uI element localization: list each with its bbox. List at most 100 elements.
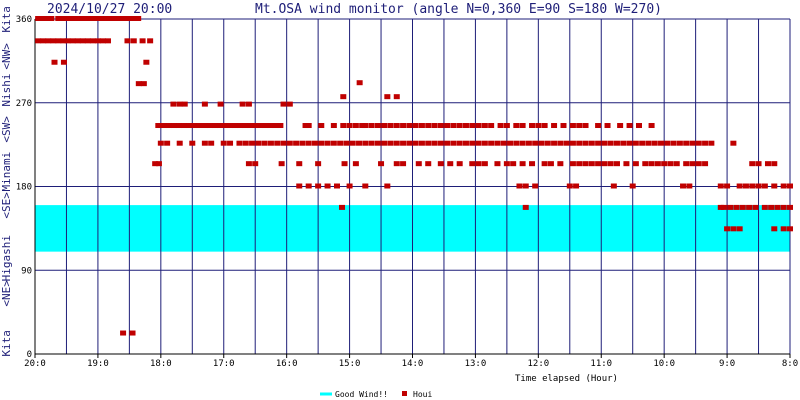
houi-point [749,183,756,189]
houi-point [771,183,778,189]
houi-point [393,94,400,100]
x-tick-label: 8:0 [782,359,798,369]
houi-point [334,183,340,189]
houi-point [274,140,281,146]
chart-datetime: 2024/10/27 20:00 [47,2,172,17]
houi-point [278,161,285,167]
houi-point [356,140,363,146]
x-tick-label: 17:0 [213,359,235,369]
houi-point [305,123,312,129]
houi-point [60,16,67,21]
houi-point [196,123,203,129]
houi-point [787,204,793,210]
houi-point [74,38,81,44]
houi-point [245,161,252,167]
houi-point [339,204,346,210]
houi-point [730,226,737,232]
side-direction-label: Nishi [0,73,13,106]
houi-point [170,101,177,107]
houi-point [272,123,279,129]
houi-point [683,140,690,146]
houi-point [267,123,274,129]
houi-point [43,16,50,21]
houi-point [35,16,42,21]
houi-point [513,140,520,146]
houi-point [352,161,359,167]
houi-point [362,123,369,129]
houi-point [152,161,159,167]
houi-point [447,161,454,167]
houi-point [488,140,495,146]
houi-point [374,123,381,129]
houi-point [507,140,514,146]
houi-point [324,140,331,146]
houi-point [35,38,42,44]
houi-point [771,226,778,232]
houi-point [610,183,617,189]
side-direction-label: Kita [0,330,13,357]
houi-point [315,161,322,167]
houi-point [147,38,154,44]
houi-point [378,161,385,167]
legend-houi-label: Houi [413,390,432,399]
houi-point [232,123,239,129]
chart-title: Mt.OSA wind monitor (angle N=0,360 E=90 … [255,2,662,17]
houi-point [481,140,488,146]
houi-point [617,123,624,129]
houi-point [601,161,608,167]
houi-point [247,123,254,129]
houi-point [566,183,573,189]
houi-point [155,161,162,167]
houi-point [280,140,287,146]
houi-point [400,161,407,167]
houi-point [191,123,198,129]
houi-point [384,94,391,100]
houi-point [787,226,793,232]
x-tick-label: 10:0 [653,359,675,369]
houi-point [89,38,96,44]
houi-point [305,183,312,189]
houi-point [724,183,731,189]
houi-point [69,38,76,44]
houi-point [140,81,147,87]
houi-point [462,123,469,129]
x-axis-label: Time elapsed (Hour) [515,374,618,384]
houi-point [211,123,218,129]
houi-point [80,16,87,21]
houi-point [106,16,113,21]
x-tick-label: 20:0 [24,359,46,369]
houi-point [613,161,620,167]
houi-point [670,140,677,146]
houi-point [286,140,293,146]
houi-point [166,123,173,129]
houi-point [780,204,787,210]
x-tick-label: 13:0 [465,359,487,369]
houi-point [787,183,793,189]
houi-points [35,16,793,336]
houi-point [444,123,451,129]
houi-point [503,161,510,167]
x-tick-label: 18:0 [150,359,172,369]
houi-point [569,161,576,167]
houi-point [664,140,671,146]
houi-point [65,16,72,21]
houi-point [739,204,746,210]
houi-point [171,123,178,129]
side-direction-label: <NE> [0,280,13,307]
houi-point [544,140,551,146]
houi-point [368,123,375,129]
houi-point [330,140,337,146]
houi-point [418,123,425,129]
houi-point [746,204,753,210]
houi-point [450,140,457,146]
houi-point [547,161,554,167]
houi-point [155,123,162,129]
houi-point [85,16,92,21]
houi-point [406,123,413,129]
houi-point [607,161,614,167]
houi-point [538,140,545,146]
side-direction-label: Higashi [0,235,13,281]
houi-point [340,123,347,129]
houi-point [431,140,438,146]
houi-point [588,140,595,146]
